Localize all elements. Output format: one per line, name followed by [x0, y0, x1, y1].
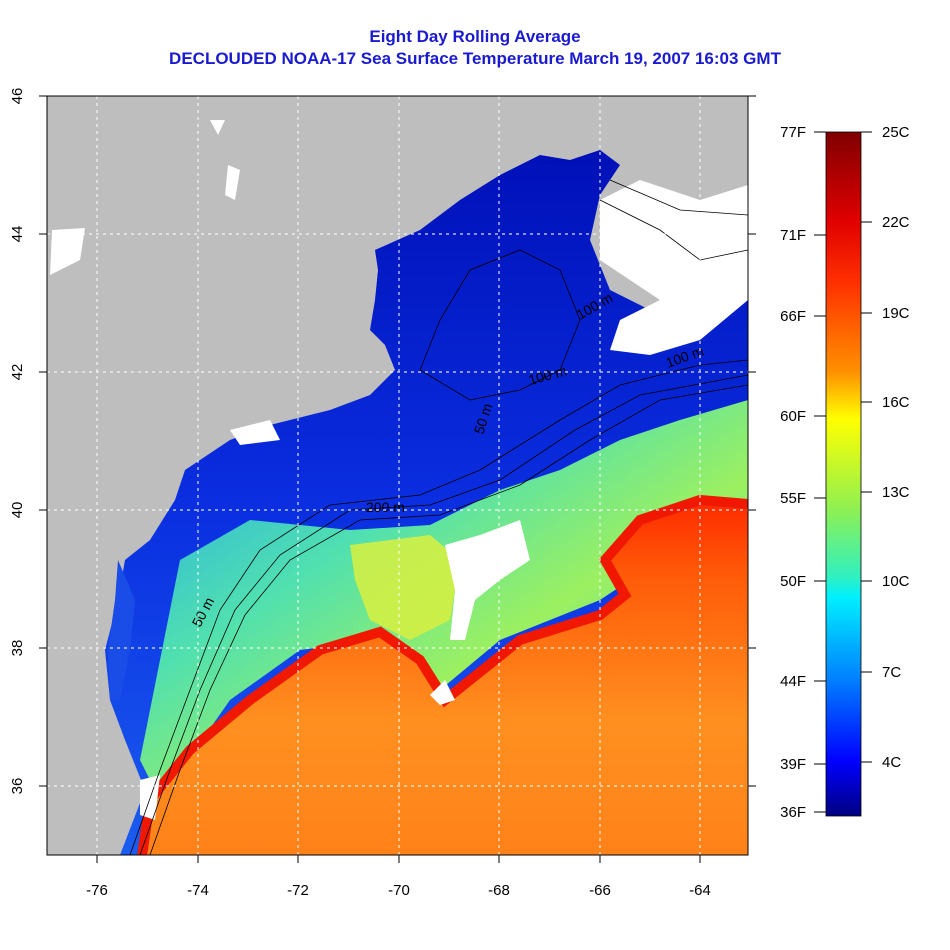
colorbar: 25C 22C 19C 16C 13C 10C 7C 4C 77F 71F 66F 60F 55F 50… [780, 124, 910, 821]
x-tick-label: -66 [589, 882, 611, 899]
fahrenheit-tick-label: 66F [780, 308, 806, 325]
x-tick-label: -70 [388, 882, 410, 899]
y-tick-label: 44 [9, 226, 26, 243]
contour-label: 200 m [366, 499, 405, 515]
fahrenheit-ticks: 77F 71F 66F 60F 55F 50F 44F 39F 36F [780, 124, 826, 821]
fahrenheit-tick-label: 44F [780, 673, 806, 690]
chesapeake-bay [108, 560, 135, 700]
fahrenheit-tick-label: 39F [780, 756, 806, 773]
x-axis: -76 -74 -72 -70 -68 -66 -64 [86, 855, 711, 899]
x-tick-label: -76 [86, 882, 108, 899]
celsius-tick-label: 13C [882, 484, 910, 501]
y-axis: 36 38 40 42 44 46 [9, 88, 756, 795]
y-tick-label: 42 [9, 364, 26, 381]
y-tick-label: 46 [9, 88, 26, 105]
fahrenheit-tick-label: 60F [780, 408, 806, 425]
title-line-1: Eight Day Rolling Average [369, 27, 581, 46]
celsius-tick-label: 4C [882, 754, 901, 771]
y-tick-label: 38 [9, 640, 26, 657]
celsius-tick-label: 22C [882, 214, 910, 231]
celsius-tick-label: 19C [882, 305, 910, 322]
fahrenheit-tick-label: 55F [780, 490, 806, 507]
map-area: 50 m 200 m 50 m 100 m 100 m 100 m [47, 96, 748, 855]
ocean-slope-yellow [350, 535, 460, 640]
fahrenheit-tick-label: 36F [780, 804, 806, 821]
x-tick-label: -72 [287, 882, 309, 899]
fahrenheit-tick-label: 50F [780, 573, 806, 590]
fahrenheit-tick-label: 77F [780, 124, 806, 141]
celsius-ticks: 25C 22C 19C 16C 13C 10C 7C 4C [861, 124, 910, 771]
grid-lines [47, 96, 748, 855]
celsius-tick-label: 10C [882, 573, 910, 590]
celsius-tick-label: 7C [882, 664, 901, 681]
gulf-stream-warm [137, 494, 748, 855]
colorbar-gradient [825, 131, 862, 817]
x-tick-label: -74 [187, 882, 209, 899]
title-line-2: DECLOUDED NOAA-17 Sea Surface Temperatur… [169, 49, 781, 68]
x-tick-label: -64 [689, 882, 711, 899]
y-tick-label: 36 [9, 778, 26, 795]
plot-frame [46, 95, 749, 856]
fahrenheit-tick-label: 71F [780, 227, 806, 244]
x-tick-label: -68 [488, 882, 510, 899]
celsius-tick-label: 25C [882, 124, 910, 141]
y-tick-label: 40 [9, 502, 26, 519]
celsius-tick-label: 16C [882, 394, 910, 411]
